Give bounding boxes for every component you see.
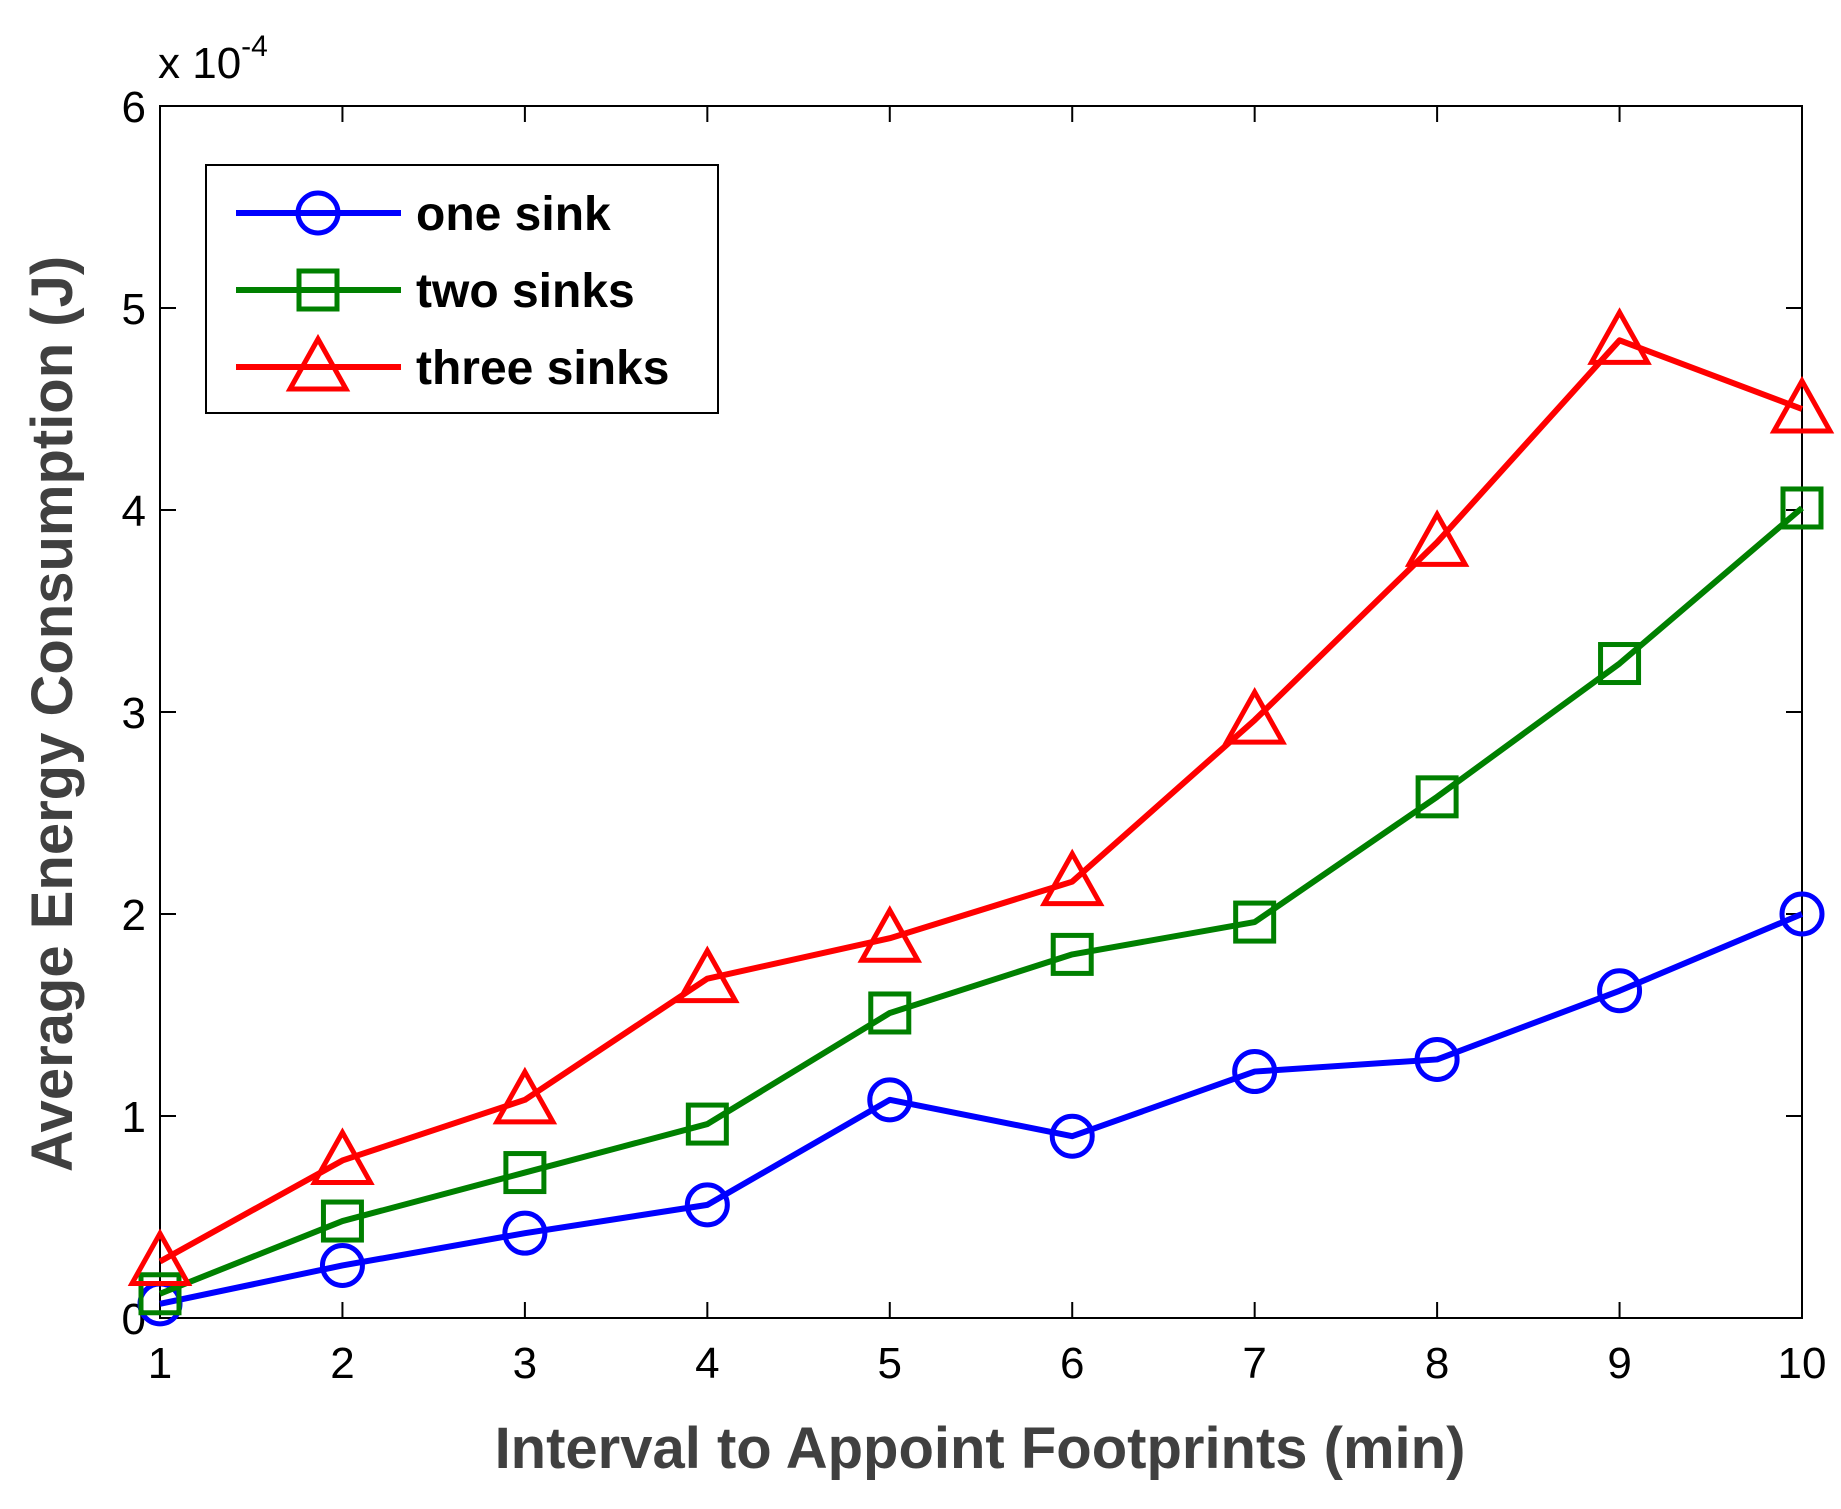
legend: one sink two sinks three sinks: [205, 164, 719, 414]
series-layer: [127, 307, 1835, 1327]
x-tick-label: 10: [1778, 1339, 1827, 1388]
data-point: [1049, 1113, 1095, 1159]
data-point: [868, 991, 912, 1035]
legend-item: one sink: [236, 188, 611, 241]
legend-item: two sinks: [236, 265, 635, 318]
data-point: [675, 945, 740, 1004]
data-point: [1414, 1036, 1460, 1082]
series-line: [158, 505, 1804, 1297]
data-point: [1587, 307, 1652, 365]
x-tick-label: 1: [148, 1339, 172, 1388]
data-point: [1404, 509, 1470, 567]
data-point: [319, 1242, 365, 1288]
x-tick-label: 5: [878, 1339, 902, 1388]
data-point: [320, 1199, 364, 1243]
series-one-sink: [137, 891, 1825, 1327]
series-three-sinks: [127, 307, 1835, 1286]
legend-label: two sinks: [416, 265, 635, 318]
data-point: [1780, 486, 1824, 530]
series-line: [159, 911, 1804, 1307]
series-two-sinks: [138, 486, 1824, 1316]
x-tick-label: 7: [1242, 1339, 1266, 1388]
y-tick-label: 3: [122, 689, 146, 738]
x-tick-label: 4: [695, 1339, 719, 1388]
x-tick-label: 9: [1607, 1339, 1631, 1388]
data-point: [138, 1272, 182, 1316]
x-tick-label: 8: [1425, 1339, 1449, 1388]
legend-marker: [285, 333, 351, 392]
y-tick-label: 1: [122, 1093, 146, 1142]
y-exponent-power: -4: [241, 30, 268, 63]
x-tick-label: 3: [513, 1339, 537, 1388]
series-line: [158, 337, 1804, 1265]
data-point: [1222, 686, 1287, 745]
data-point: [1415, 775, 1459, 819]
data-point: [857, 905, 923, 963]
data-point: [1233, 900, 1277, 944]
data-point: [1597, 968, 1643, 1014]
legend-marker: [296, 268, 340, 312]
data-point: [684, 1182, 730, 1228]
legend-label: three sinks: [416, 342, 669, 395]
x-tick-label: 6: [1060, 1339, 1084, 1388]
data-point: [867, 1077, 913, 1123]
data-point: [1232, 1049, 1278, 1095]
data-point: [1050, 932, 1094, 976]
y-exponent-label: x 10-4: [158, 30, 268, 88]
legend-label: one sink: [416, 188, 611, 241]
x-axis-title: Interval to Appoint Footprints (min): [495, 1416, 1466, 1481]
data-point: [502, 1210, 548, 1256]
x-tick-label: 2: [330, 1339, 354, 1388]
data-point: [127, 1228, 193, 1286]
legend-marker: [295, 190, 341, 236]
y-axis-title: Average Energy Consumption (J): [20, 256, 85, 1172]
data-point: [310, 1127, 375, 1185]
y-tick-label: 6: [122, 83, 146, 132]
y-tick-label: 4: [122, 487, 146, 536]
data-point: [685, 1102, 729, 1146]
data-point: [492, 1066, 558, 1125]
data-point: [503, 1151, 547, 1195]
data-point: [1779, 891, 1825, 937]
data-point: [1598, 642, 1642, 686]
data-point: [1039, 848, 1105, 907]
data-point: [1769, 375, 1835, 434]
y-tick-label: 2: [122, 891, 146, 940]
y-tick-label: 5: [122, 285, 146, 334]
legend-item: three sinks: [236, 333, 669, 395]
